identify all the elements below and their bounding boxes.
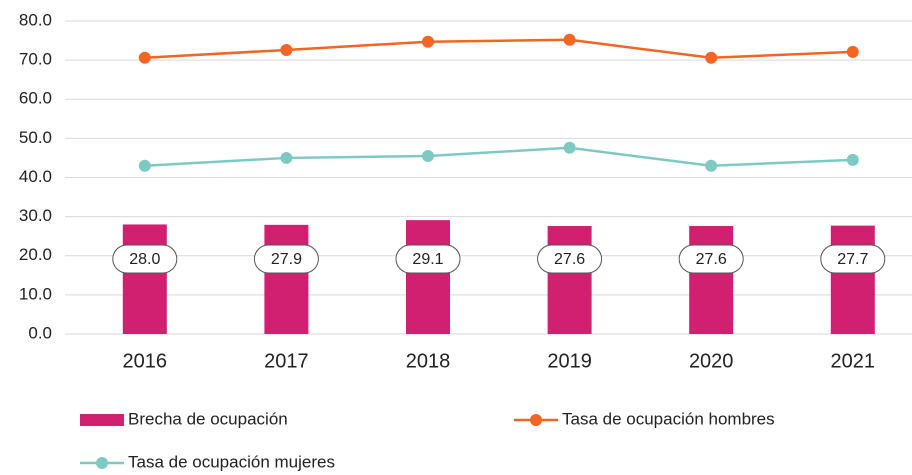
y-tick-label: 10.0 (19, 284, 52, 303)
legend-swatch (80, 414, 124, 426)
point (846, 153, 859, 166)
y-tick-label: 0.0 (28, 323, 52, 342)
label-bubble (253, 244, 319, 274)
bar (264, 224, 309, 334)
point (280, 43, 293, 56)
y-tick-label: 50.0 (19, 128, 52, 147)
x-tick-label: 2020 (689, 350, 734, 372)
point (563, 141, 576, 154)
value-label: 27.6 (696, 251, 727, 268)
line (144, 38, 853, 60)
legend-label: Tasa de ocupación hombres (562, 409, 775, 428)
x-tick-label: 2019 (547, 350, 592, 372)
label-bubble (678, 244, 744, 274)
bar (406, 220, 450, 334)
point (705, 51, 718, 64)
value-label: 28.0 (129, 251, 160, 268)
point (280, 151, 293, 164)
y-tick-label: 60.0 (19, 89, 52, 108)
legend-marker (530, 414, 542, 426)
point (422, 35, 434, 48)
y-tick-label: 40.0 (19, 167, 52, 186)
point (138, 51, 151, 64)
value-label: 29.1 (412, 251, 443, 268)
y-tick-label: 20.0 (19, 245, 52, 264)
point (563, 33, 576, 46)
point (705, 159, 718, 172)
bar (122, 224, 167, 334)
legend-label: Brecha de ocupación (128, 409, 288, 428)
value-label: 27.6 (554, 251, 585, 268)
line (144, 146, 853, 168)
bar (830, 225, 875, 334)
label-bubble (537, 244, 603, 274)
label-bubble (112, 244, 178, 274)
x-tick-label: 2016 (123, 350, 168, 372)
x-tick-label: 2018 (406, 350, 451, 372)
value-label: 27.7 (837, 251, 868, 268)
legend-label: Tasa de ocupación mujeres (128, 452, 335, 471)
point (846, 45, 859, 58)
point (422, 149, 434, 162)
value-label: 27.9 (271, 251, 302, 268)
point (138, 159, 151, 172)
y-tick-label: 30.0 (19, 206, 52, 225)
legend-marker (96, 457, 108, 469)
y-tick-label: 80.0 (19, 10, 52, 29)
label-bubble (395, 244, 461, 274)
y-tick-label: 70.0 (19, 50, 52, 69)
bar (547, 226, 592, 334)
x-tick-label: 2021 (831, 350, 876, 372)
bar (689, 226, 734, 334)
label-bubble (820, 244, 886, 274)
x-tick-label: 2017 (264, 350, 309, 372)
